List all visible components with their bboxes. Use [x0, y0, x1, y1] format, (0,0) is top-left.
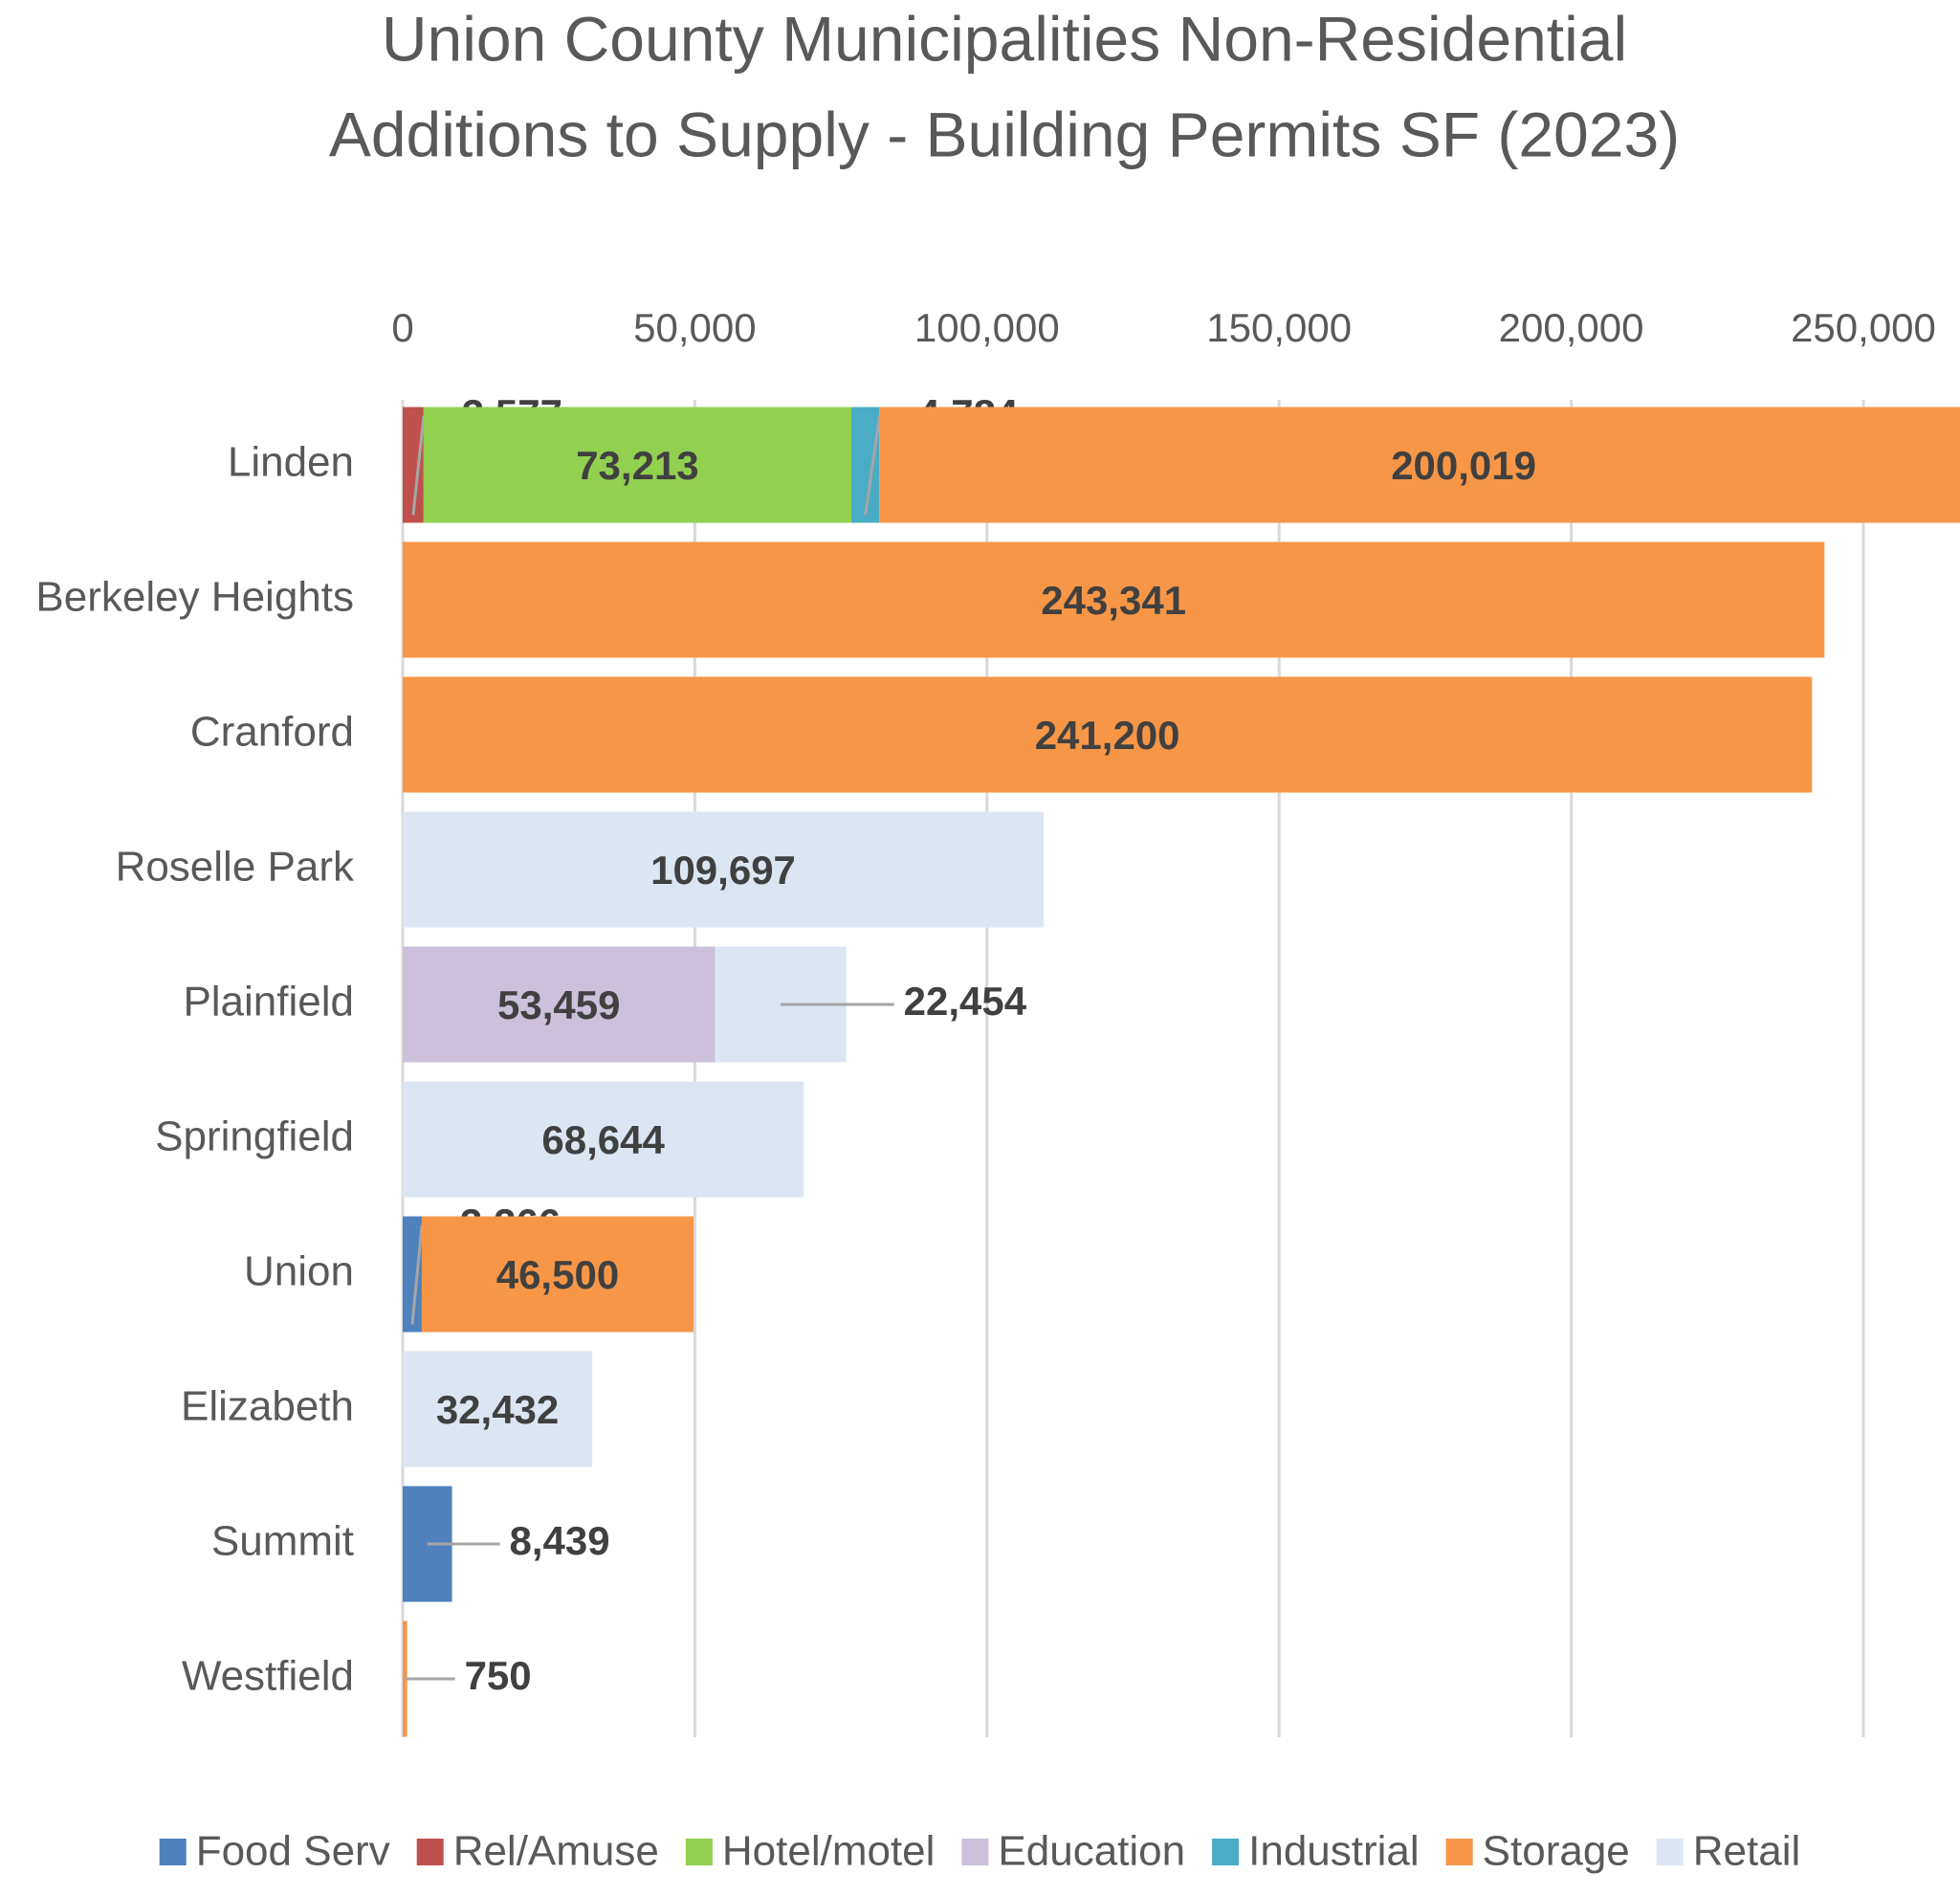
legend-swatch [1656, 1839, 1684, 1865]
bar-segment [403, 676, 1813, 793]
data-label: 53,459 [497, 982, 620, 1027]
data-label: 46,500 [496, 1252, 619, 1297]
data-label: 73,213 [576, 443, 698, 488]
legend-label: Education [998, 1828, 1185, 1875]
y-tick-label: Plainfield [183, 979, 354, 1025]
data-label: 8,439 [510, 1518, 610, 1563]
chart-title: Union County Municipalities Non-Resident… [382, 3, 1627, 74]
y-tick-label: Summit [211, 1518, 354, 1565]
x-tick-label: 150,000 [1206, 305, 1352, 350]
x-tick-label: 50,000 [633, 305, 756, 350]
bar-segment [403, 811, 1045, 928]
bar-segment [403, 1351, 593, 1467]
legend-label: Food Serv [196, 1828, 390, 1875]
y-tick-label: Linden [228, 439, 354, 486]
data-label: 32,432 [436, 1387, 559, 1432]
data-label: 750 [465, 1653, 532, 1698]
legend-label: Rel/Amuse [453, 1828, 659, 1875]
data-label: 68,644 [541, 1117, 665, 1162]
bar-segment [403, 946, 716, 1063]
y-tick-label: Berkeley Heights [35, 574, 354, 621]
data-label: 241,200 [1035, 713, 1180, 758]
x-tick-label: 0 [391, 305, 413, 350]
legend-label: Storage [1483, 1828, 1630, 1875]
legend-label: Industrial [1248, 1828, 1420, 1875]
x-tick-label: 200,000 [1499, 305, 1644, 350]
bar-segment [403, 1216, 422, 1333]
legend-label: Hotel/motel [722, 1828, 936, 1875]
y-tick-label: Roselle Park [116, 844, 355, 891]
data-label: 22,454 [904, 979, 1027, 1024]
y-tick-label: Elizabeth [181, 1383, 354, 1430]
x-tick-label: 100,000 [914, 305, 1060, 350]
bar-segment [851, 407, 880, 523]
bar-segment [879, 407, 1960, 523]
bar-segment [421, 1216, 694, 1333]
bar-segment [403, 1081, 804, 1198]
x-tick-label: 250,000 [1791, 305, 1936, 350]
legend-swatch [1212, 1839, 1240, 1865]
bar-segment [403, 541, 1825, 658]
y-tick-label: Springfield [155, 1113, 354, 1160]
data-label: 243,341 [1041, 578, 1186, 623]
data-label: 109,697 [650, 848, 796, 893]
legend-swatch [961, 1839, 989, 1865]
y-tick-label: Westfield [182, 1653, 354, 1700]
legend-swatch [1445, 1839, 1473, 1865]
y-tick-label: Union [244, 1248, 354, 1295]
y-tick-label: Cranford [190, 709, 354, 756]
bar-segment [403, 407, 424, 523]
legend-label: Retail [1693, 1828, 1801, 1875]
legend-swatch [159, 1839, 187, 1865]
bar-segment [423, 407, 852, 523]
data-label: 200,019 [1391, 443, 1536, 488]
legend-swatch [416, 1839, 444, 1865]
chart-title: Additions to Supply - Building Permits S… [329, 99, 1680, 169]
legend-swatch [685, 1839, 713, 1865]
